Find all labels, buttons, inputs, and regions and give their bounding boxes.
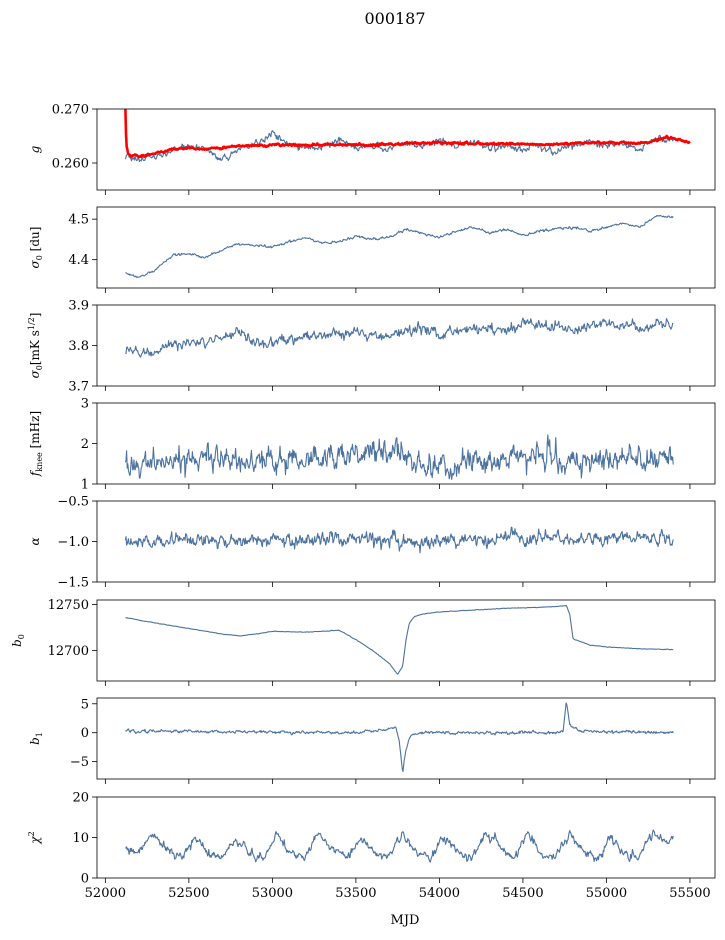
x-tick-label-7: 55000 xyxy=(586,886,627,901)
x-tick-label-8: 55500 xyxy=(669,886,710,901)
y-axis-label-5: α xyxy=(28,537,42,545)
y-axis-label-7: b1 xyxy=(28,732,44,745)
series-line-1-1 xyxy=(124,130,674,162)
y-tick-label-1-1: 0.260 xyxy=(52,157,89,172)
x-tick-label-3: 53000 xyxy=(252,886,293,901)
panel-7: −5 0 5 b1 xyxy=(28,697,716,784)
axes-frame-2 xyxy=(96,206,716,289)
series-line-6-1 xyxy=(125,604,674,675)
series-line-3-1 xyxy=(125,317,674,358)
series-line-5-1 xyxy=(124,526,674,554)
x-tick-label-4: 53500 xyxy=(335,886,376,901)
series-line-7-1 xyxy=(125,702,674,773)
y-tick-label-3-2: 3.8 xyxy=(68,339,89,354)
y-tick-label-3-3: 3.9 xyxy=(68,299,89,314)
axes-frame-1 xyxy=(96,108,716,191)
y-tick-label-1-2: 0.270 xyxy=(52,103,89,118)
y-axis-label-3: σ0[mK s1/2] xyxy=(27,313,44,379)
y-tick-label-4-3: 3 xyxy=(81,397,89,412)
y-axis-label-6: b0 xyxy=(10,634,26,647)
axes-frame-6 xyxy=(96,599,716,682)
y-axis-label-4: fknee [mHz] xyxy=(28,411,44,477)
y-tick-label-5-3: −0.5 xyxy=(57,495,89,510)
series-line-8-1 xyxy=(124,829,674,863)
y-tick-label-5-2: −1.0 xyxy=(57,535,89,550)
y-axis-label-2: σ0 [du] xyxy=(28,227,44,269)
panel-4: 1 2 3 fknee [mHz] xyxy=(28,397,716,493)
panel-3: 3.7 3.8 3.9 σ0[mK s1/2] xyxy=(27,299,716,395)
y-tick-label-2-2: 4.5 xyxy=(68,213,89,228)
y-tick-label-3-1: 3.7 xyxy=(68,380,89,395)
y-axis-label-1: g xyxy=(28,145,42,153)
panel-6: 12700 12750 b0 xyxy=(10,598,716,686)
y-tick-label-7-2: 0 xyxy=(81,726,89,741)
x-tick-label-1: 52000 xyxy=(85,886,126,901)
y-tick-label-5-1: −1.5 xyxy=(57,576,89,591)
x-axis-label: MJD xyxy=(391,913,420,928)
figure-title: 000187 xyxy=(364,9,425,28)
y-tick-label-7-1: −5 xyxy=(70,755,89,770)
y-tick-label-2-1: 4.4 xyxy=(68,253,89,268)
y-axis-label-8: χ2 xyxy=(27,831,42,844)
x-tick-label-2: 52500 xyxy=(168,886,209,901)
y-tick-label-4-2: 2 xyxy=(81,437,89,452)
x-tick-label-5: 54000 xyxy=(419,886,460,901)
series-line-1-2 xyxy=(124,109,691,159)
y-tick-label-6-1: 12700 xyxy=(48,644,89,659)
y-tick-label-8-1: 0 xyxy=(81,872,89,887)
y-tick-label-4-1: 1 xyxy=(81,478,89,493)
axes-frame-8 xyxy=(96,796,716,879)
axes-frame-7 xyxy=(96,697,716,780)
y-tick-label-7-3: 5 xyxy=(81,697,89,712)
series-line-4-1 xyxy=(124,434,674,480)
y-tick-label-8-3: 20 xyxy=(72,791,89,806)
series-line-2-1 xyxy=(125,214,674,279)
panel-2: 4.4 4.5 σ0 [du] xyxy=(28,206,716,293)
axes-frame-4 xyxy=(96,402,716,485)
y-tick-label-8-2: 10 xyxy=(72,831,89,846)
panel-1: 0.260 0.270 g xyxy=(28,103,716,195)
panel-5: −1.5 −1.0 −0.5 α xyxy=(28,495,716,591)
x-tick-label-6: 54500 xyxy=(502,886,543,901)
y-tick-label-6-2: 12750 xyxy=(48,598,89,613)
panel-8: 0 10 20 52000 52500 53000 53500 54000 54500 55000… xyxy=(27,791,716,901)
